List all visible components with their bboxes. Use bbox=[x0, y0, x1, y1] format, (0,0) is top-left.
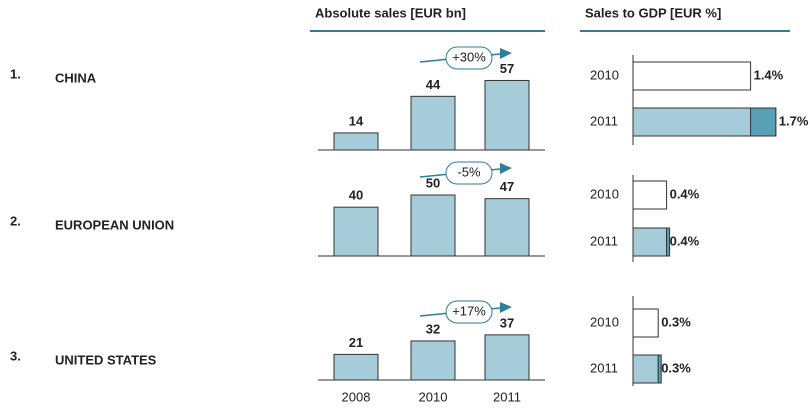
sales-label: 32 bbox=[426, 321, 440, 336]
gdp-label: 0.4% bbox=[670, 186, 700, 201]
region-name: CHINA bbox=[55, 70, 97, 85]
gdp-year: 2011 bbox=[590, 113, 618, 128]
gdp-label: 1.4% bbox=[754, 67, 784, 82]
sales-bar bbox=[410, 95, 456, 151]
arrow-head bbox=[500, 163, 512, 174]
gdp-increase bbox=[750, 107, 777, 137]
growth-bubble bbox=[445, 161, 493, 185]
sales-label: 21 bbox=[349, 335, 363, 350]
year-label: 2008 bbox=[342, 389, 371, 404]
sales-bar bbox=[333, 206, 379, 257]
gdp-bar bbox=[632, 354, 659, 384]
sales-label: 47 bbox=[500, 179, 514, 194]
rank: 3. bbox=[10, 348, 21, 363]
growth-label: +17% bbox=[452, 303, 486, 318]
year-label: 2010 bbox=[419, 389, 448, 404]
sales-bar bbox=[484, 79, 530, 151]
gdp-label: 0.4% bbox=[670, 233, 700, 248]
arrow-head bbox=[500, 302, 512, 313]
gdp-year: 2011 bbox=[590, 233, 618, 248]
gdp-label: 1.7% bbox=[779, 113, 809, 128]
sales-bar bbox=[484, 198, 530, 257]
gdp-year: 2010 bbox=[590, 67, 619, 82]
sales-label: 44 bbox=[426, 77, 441, 92]
gdp-label: 0.3% bbox=[661, 360, 691, 375]
sales-bar bbox=[333, 353, 379, 381]
gdp-bar bbox=[632, 308, 659, 338]
growth-bubble bbox=[445, 46, 493, 70]
growth-label: +30% bbox=[452, 49, 486, 64]
gdp-bar bbox=[632, 180, 668, 210]
gdp-year: 2010 bbox=[590, 186, 619, 201]
gdp-label: 0.3% bbox=[661, 314, 691, 329]
gdp-increase bbox=[666, 227, 671, 257]
growth-bubble bbox=[445, 300, 493, 324]
gdp-bar bbox=[632, 61, 752, 91]
growth-label: -5% bbox=[457, 164, 481, 179]
year-label: 2011 bbox=[493, 389, 521, 404]
gdp-bar bbox=[632, 227, 668, 257]
sales-bar bbox=[484, 334, 530, 381]
region-name: UNITED STATES bbox=[55, 352, 157, 367]
sales-bar bbox=[410, 340, 456, 381]
sales-label: 37 bbox=[500, 315, 514, 330]
sales-label: 50 bbox=[426, 175, 440, 190]
gdp-year: 2010 bbox=[590, 314, 619, 329]
gdp-year: 2011 bbox=[590, 360, 618, 375]
sales-label: 14 bbox=[349, 113, 364, 128]
arrow-head bbox=[500, 48, 512, 59]
sales-bar bbox=[410, 194, 456, 257]
gdp-header: Sales to GDP [EUR %] bbox=[585, 5, 721, 20]
rank: 1. bbox=[10, 66, 21, 81]
sales-header: Absolute sales [EUR bn] bbox=[315, 5, 466, 20]
sales-label: 40 bbox=[349, 188, 363, 203]
sales-bar bbox=[333, 132, 379, 151]
sales-label: 57 bbox=[500, 61, 514, 76]
gdp-increase bbox=[657, 354, 662, 384]
rank: 2. bbox=[10, 213, 21, 228]
region-name: EUROPEAN UNION bbox=[55, 217, 174, 232]
